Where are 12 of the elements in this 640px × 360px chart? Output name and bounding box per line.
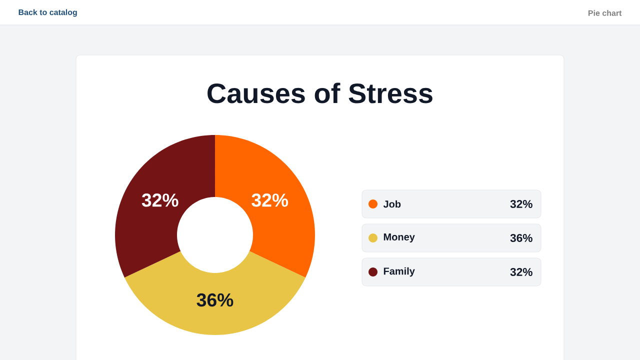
text: 36%: [510, 234, 532, 242]
data-label: 32%: [252, 194, 288, 207]
text: 32%: [510, 200, 532, 208]
text: Pie chart: [588, 10, 622, 16]
chart-title: Causes of Stress: [208, 82, 432, 104]
legend-label: Job: [383, 200, 401, 208]
data-label: 32%: [142, 194, 178, 207]
data-label: 36%: [196, 293, 234, 307]
legend-label: Money: [384, 234, 415, 242]
text: 32%: [510, 268, 532, 276]
text: Back to catalog: [18, 9, 77, 17]
legend-label: Family: [384, 267, 415, 277]
